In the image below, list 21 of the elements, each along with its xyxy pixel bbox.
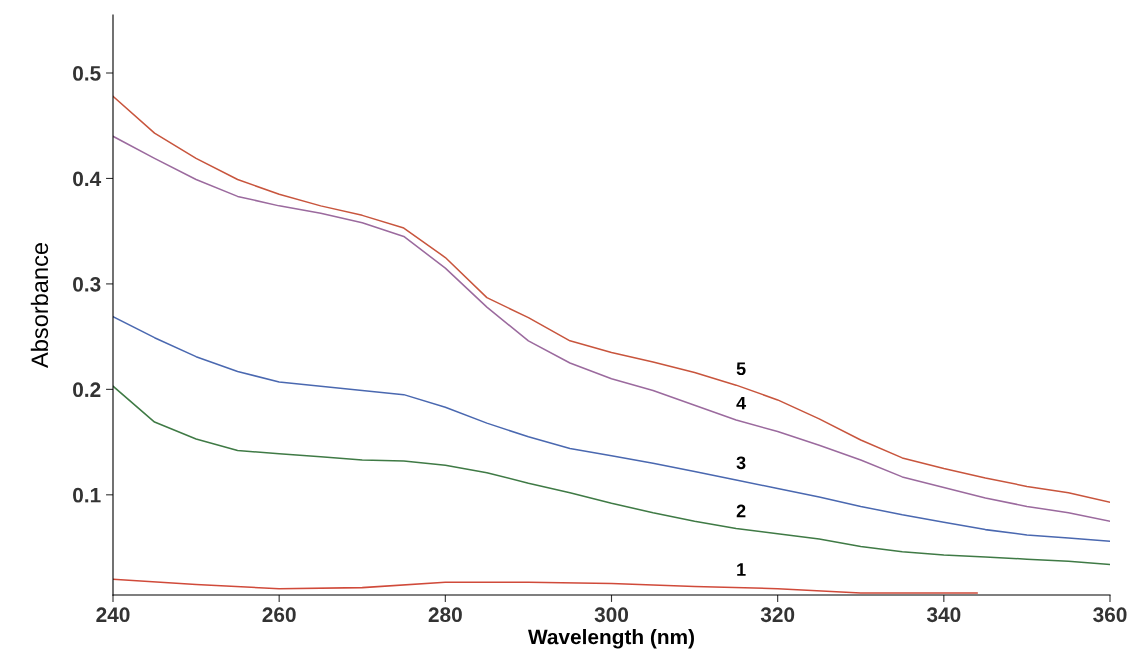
series-label: 3: [736, 456, 746, 470]
line-series: [113, 578, 978, 594]
x-tick-label: 320: [760, 607, 795, 623]
x-tick-label: 360: [1093, 607, 1127, 623]
line-series: [113, 315, 1110, 542]
x-tick-label: 260: [262, 607, 296, 623]
x-tick-label: 240: [96, 607, 130, 623]
y-tick-label: 0.5: [73, 66, 101, 81]
y-tick-label: 0.2: [73, 382, 101, 398]
y-tick-label: 0.4: [73, 171, 102, 187]
x-axis-title: Wavelength (nm): [528, 629, 694, 649]
y-tick-label: 0.1: [73, 487, 101, 503]
x-tick-label: 300: [594, 607, 629, 623]
series-label: 1: [737, 563, 746, 576]
x-tick-label: 340: [926, 607, 961, 623]
y-axis-title: Absorbance: [30, 243, 49, 368]
y-tick-label: 0.3: [73, 276, 101, 292]
series-label: 2: [736, 504, 746, 518]
series-label: 4: [736, 396, 747, 410]
x-tick-label: 280: [428, 607, 462, 623]
series-label: 5: [736, 362, 746, 376]
